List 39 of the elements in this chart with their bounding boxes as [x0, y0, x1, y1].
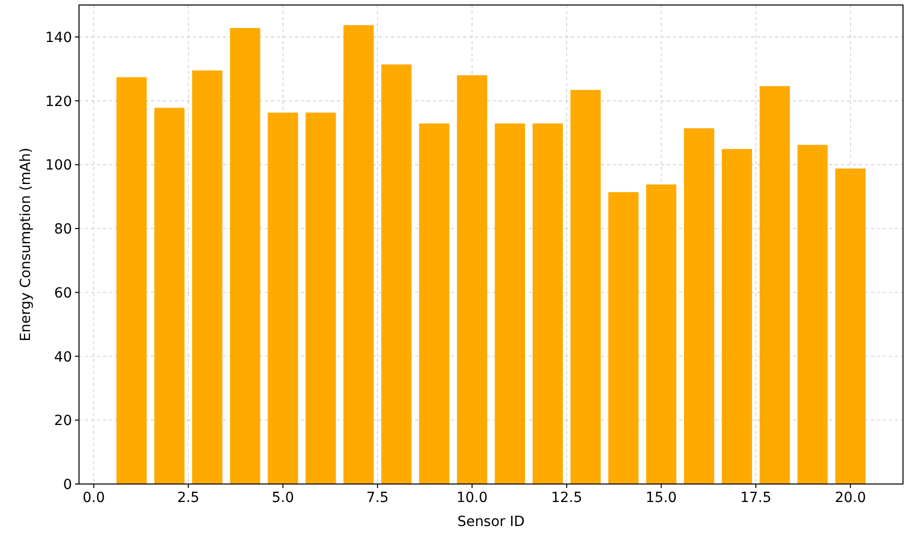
y-axis-title: Energy Consumption (mAh)	[18, 148, 34, 342]
y-tick-label: 80	[54, 222, 72, 238]
x-tick-label: 20.0	[834, 490, 866, 506]
bar	[835, 168, 866, 484]
bar	[570, 90, 601, 484]
bar	[154, 108, 185, 484]
y-tick-label: 100	[45, 158, 72, 174]
bar	[722, 149, 752, 484]
x-axis-title: Sensor ID	[457, 514, 525, 530]
bar	[192, 70, 222, 484]
bar	[684, 128, 714, 484]
bar	[419, 123, 450, 484]
bar	[343, 25, 374, 484]
x-tick-label: 5.0	[272, 490, 294, 506]
y-tick-label: 120	[45, 94, 72, 110]
bar	[306, 112, 336, 484]
x-tick-label: 12.5	[551, 490, 582, 506]
y-tick-label: 140	[45, 30, 72, 46]
y-tick-label: 40	[54, 349, 72, 366]
x-tick-label: 15.0	[646, 490, 677, 506]
x-tick-label: 17.5	[740, 490, 772, 506]
x-tick-label: 10.0	[456, 490, 488, 506]
bar	[230, 28, 260, 484]
y-tick-label: 0	[63, 477, 72, 493]
y-tick-label: 20	[54, 413, 72, 430]
x-tick-label: 0.0	[82, 490, 105, 506]
bar	[494, 123, 526, 484]
bar	[456, 75, 488, 484]
x-tick-label: 2.5	[177, 490, 200, 506]
y-tick-label: 60	[54, 285, 72, 302]
bar	[797, 144, 828, 484]
bar	[268, 112, 298, 484]
x-tick-label: 7.5	[366, 490, 389, 506]
bar	[381, 64, 412, 484]
bar	[646, 184, 676, 484]
bar	[760, 86, 790, 484]
bar	[608, 192, 639, 484]
bar	[116, 77, 147, 484]
bar	[532, 123, 563, 484]
